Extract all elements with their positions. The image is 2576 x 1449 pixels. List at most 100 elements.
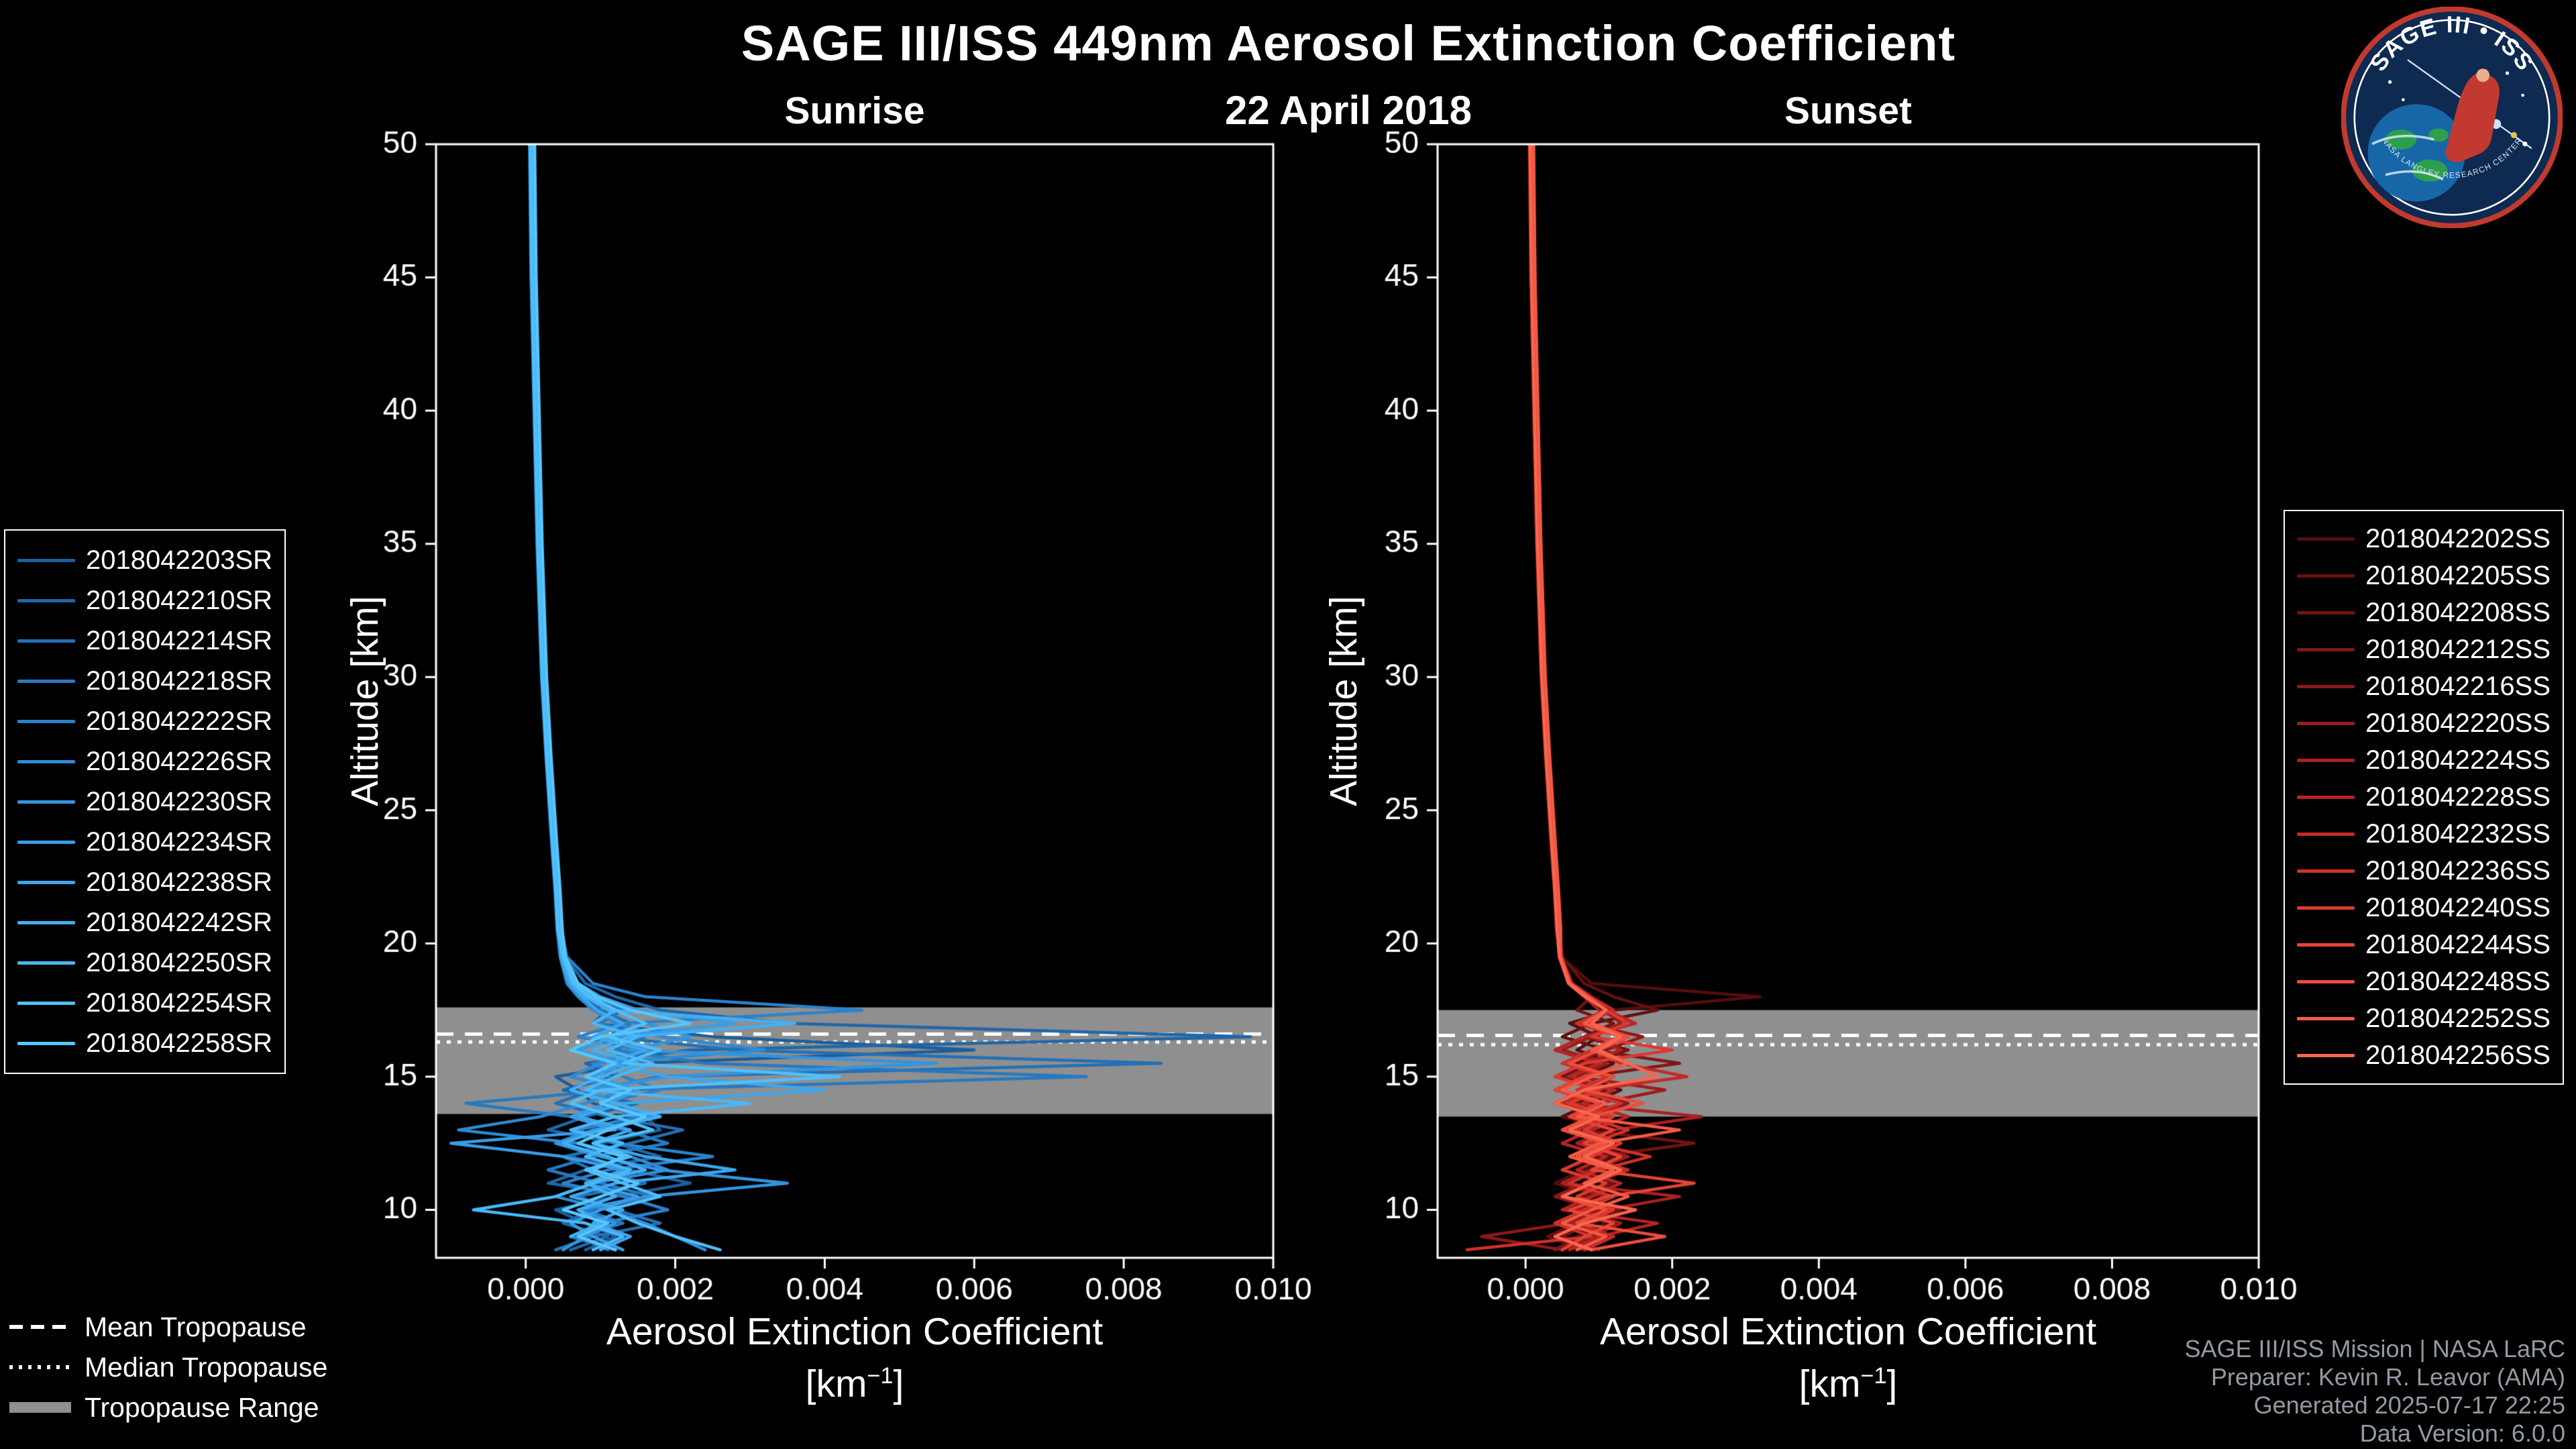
legend-item-2018042250SR: 2018042250SR	[17, 943, 272, 983]
legend-item-2018042202SS: 2018042202SS	[2297, 521, 2551, 557]
series-color-swatch	[2297, 906, 2355, 910]
legend-item-2018042258SR: 2018042258SR	[17, 1023, 272, 1063]
mean-tropopause-dashed-swatch	[9, 1325, 71, 1329]
series-color-swatch	[2297, 833, 2355, 836]
series-color-swatch	[17, 1001, 75, 1005]
series-color-swatch	[2297, 685, 2355, 688]
tropopause-legend: Mean Tropopause Median Tropopause Tropop…	[8, 1307, 327, 1428]
series-label: 2018042216SS	[2365, 672, 2551, 701]
legend-item-2018042230SR: 2018042230SR	[17, 782, 272, 822]
series-label: 2018042256SS	[2365, 1040, 2551, 1070]
x-axis-label-sunset: Aerosol Extinction Coefficient [km−1]	[1438, 1309, 2259, 1406]
legend-label: Mean Tropopause	[85, 1311, 307, 1342]
series-label: 2018042226SR	[86, 746, 273, 776]
tropopause-range-band-swatch	[9, 1402, 71, 1413]
series-label: 2018042228SS	[2365, 782, 2551, 812]
series-label: 2018042254SR	[86, 987, 273, 1018]
figure-date-subtitle: 22 April 2018	[1225, 88, 1472, 133]
series-color-swatch	[17, 719, 75, 723]
series-label: 2018042234SR	[86, 826, 273, 857]
series-label: 2018042238SR	[86, 867, 273, 897]
legend-item-2018042212SS: 2018042212SS	[2297, 631, 2551, 668]
series-color-swatch	[2297, 574, 2355, 578]
median-tropopause-dotted-swatch	[9, 1365, 71, 1369]
series-color-swatch	[17, 598, 75, 602]
series-label: 2018042202SS	[2365, 524, 2551, 553]
legend-item-2018042248SS: 2018042248SS	[2297, 963, 2551, 1000]
series-label: 2018042214SR	[86, 625, 273, 655]
x-axis-label-sunrise: Aerosol Extinction Coefficient [km−1]	[436, 1309, 1273, 1406]
logo-figure	[2445, 72, 2500, 162]
series-color-swatch	[2297, 1054, 2355, 1057]
sunrise-series-legend: 2018042203SR 2018042210SR 2018042214SR 2018…	[4, 529, 286, 1074]
legend-item-2018042240SS: 2018042240SS	[2297, 890, 2551, 926]
series-label: 2018042224SS	[2365, 745, 2551, 775]
legend-item-2018042252SS: 2018042252SS	[2297, 1000, 2551, 1037]
series-color-swatch	[17, 679, 75, 683]
series-label: 2018042242SR	[86, 907, 273, 937]
panel-title-sunrise: Sunrise	[784, 89, 925, 132]
series-label: 2018042250SR	[86, 947, 273, 977]
legend-item-2018042242SR: 2018042242SR	[17, 902, 272, 943]
series-label: 2018042208SS	[2365, 598, 2551, 627]
legend-label: Tropopause Range	[85, 1391, 319, 1423]
series-label: 2018042252SS	[2365, 1004, 2551, 1033]
credits-line: Data Version: 6.0.0	[2359, 1419, 2565, 1447]
legend-item-2018042238SR: 2018042238SR	[17, 862, 272, 902]
legend-item-2018042254SR: 2018042254SR	[17, 983, 272, 1023]
legend-item-2018042256SS: 2018042256SS	[2297, 1037, 2551, 1074]
series-color-swatch	[17, 1041, 75, 1045]
legend-item-2018042208SS: 2018042208SS	[2297, 594, 2551, 631]
figure-title: SAGE III/ISS 449nm Aerosol Extinction Co…	[741, 15, 1956, 71]
x-axis-label-text: Aerosol Extinction Coefficient	[1599, 1310, 2097, 1353]
legend-item-2018042220SS: 2018042220SS	[2297, 705, 2551, 742]
series-color-swatch	[2297, 611, 2355, 614]
credits-line: Generated 2025-07-17 22:25	[2253, 1391, 2565, 1419]
logo-badge-circle	[2341, 6, 2563, 229]
series-label: 2018042244SS	[2365, 930, 2551, 959]
series-label: 2018042205SS	[2365, 561, 2551, 590]
legend-item-2018042205SS: 2018042205SS	[2297, 557, 2551, 594]
series-label: 2018042258SR	[86, 1028, 273, 1058]
y-axis-label-sunrise: Altitude [km]	[343, 596, 386, 806]
legend-item-2018042214SR: 2018042214SR	[17, 621, 272, 661]
legend-item-2018042224SS: 2018042224SS	[2297, 742, 2551, 779]
series-color-swatch	[17, 880, 75, 884]
series-color-swatch	[17, 840, 75, 844]
legend-item-2018042226SR: 2018042226SR	[17, 741, 272, 782]
legend-item-2018042218SR: 2018042218SR	[17, 661, 272, 701]
series-color-swatch	[17, 961, 75, 965]
credits-line: Preparer: Kevin R. Leavor (AMA)	[2210, 1363, 2565, 1391]
series-color-swatch	[17, 920, 75, 924]
legend-item-2018042244SS: 2018042244SS	[2297, 926, 2551, 963]
series-label: 2018042230SR	[86, 786, 273, 816]
legend-item-2018042232SS: 2018042232SS	[2297, 816, 2551, 853]
series-label: 2018042212SS	[2365, 635, 2551, 664]
series-label: 2018042203SR	[86, 545, 273, 575]
series-label: 2018042248SS	[2365, 967, 2551, 996]
y-axis-label-sunset: Altitude [km]	[1322, 596, 1365, 806]
series-label: 2018042218SR	[86, 665, 273, 696]
series-color-swatch	[2297, 980, 2355, 983]
series-label: 2018042220SS	[2365, 708, 2551, 738]
legend-item-2018042228SS: 2018042228SS	[2297, 779, 2551, 816]
sunset-series-legend: 2018042202SS 2018042205SS 2018042208SS 2018…	[2284, 510, 2564, 1085]
series-label: 2018042222SR	[86, 706, 273, 736]
legend-item-mean-tropopause: Mean Tropopause	[8, 1307, 327, 1347]
legend-item-2018042222SR: 2018042222SR	[17, 701, 272, 741]
legend-item-2018042234SR: 2018042234SR	[17, 822, 272, 862]
legend-item-median-tropopause: Median Tropopause	[8, 1347, 327, 1387]
x-axis-unit: [km−1]	[1799, 1362, 1898, 1405]
legend-item-tropopause-range: Tropopause Range	[8, 1387, 327, 1428]
sage-iii-iss-logo: SAGE III • ISS NASA LANGLEY RESEARCH CEN…	[2341, 6, 2563, 231]
series-color-swatch	[2297, 759, 2355, 762]
series-color-swatch	[2297, 869, 2355, 873]
series-label: 2018042232SS	[2365, 819, 2551, 849]
series-label: 2018042240SS	[2365, 893, 2551, 922]
series-color-swatch	[2297, 1017, 2355, 1020]
series-color-swatch	[17, 759, 75, 763]
mission-credits: SAGE III/ISS Mission | NASA LaRC Prepare…	[2184, 1335, 2565, 1448]
panel-title-sunset: Sunset	[1784, 89, 1913, 132]
